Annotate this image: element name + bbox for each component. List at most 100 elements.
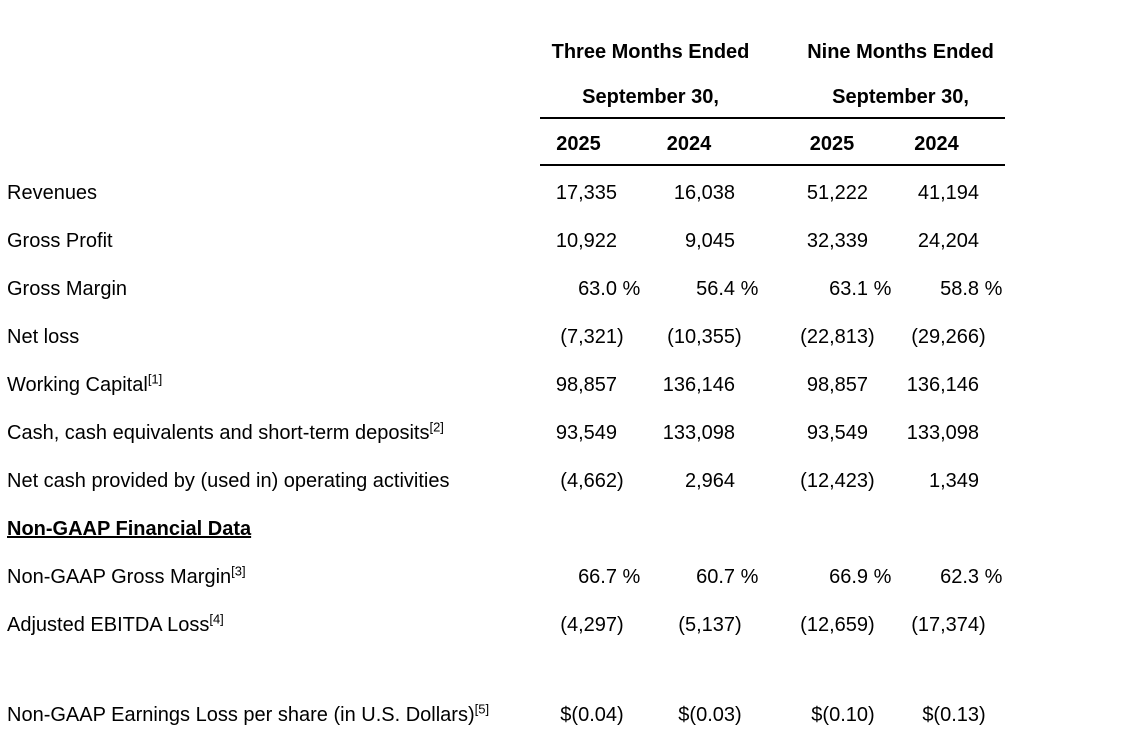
row-label: Cash, cash equivalents and short-term de… (7, 419, 444, 444)
header-year-row: 2025 2024 2025 2024 (0, 118, 1006, 166)
footnote-marker: [5] (474, 701, 490, 717)
column-gap (761, 549, 796, 597)
row-label: Gross Profit (7, 230, 113, 252)
value-cell: (4,297) (560, 614, 624, 636)
row-label: Adjusted EBITDA Loss[4] (7, 611, 224, 636)
value-cell: 60.7 % (696, 566, 759, 588)
row-label: Working Capital[1] (7, 371, 163, 396)
header-label-spacer (0, 72, 540, 118)
header-label-spacer (0, 20, 540, 72)
value-cell: 63.1 % (829, 278, 892, 300)
value-cell: $(0.10) (811, 704, 875, 726)
value-cell: (10,355) (667, 326, 742, 348)
table-row: Cash, cash equivalents and short-term de… (0, 405, 1005, 453)
year-header: 2024 (894, 118, 1006, 166)
value-cell (643, 501, 761, 549)
value-cell: 51,222 (806, 182, 869, 204)
column-gap (761, 453, 796, 501)
table-body: Revenues 17,335 16,038 51,222 41,194 Gross Pr… (0, 165, 1005, 735)
column-gap (761, 165, 796, 213)
column-gap (761, 118, 797, 166)
value-cell: (22,813) (800, 326, 875, 348)
value-cell: 136,146 (906, 374, 980, 396)
table-row: Gross Margin 63.0 % 56.4 % 63.1 % 58.8 % (0, 261, 1005, 309)
value-cell: (4,662) (560, 470, 624, 492)
value-cell: 98,857 (806, 374, 869, 396)
value-cell: 133,098 (662, 422, 736, 444)
value-cell: 41,194 (917, 182, 980, 204)
value-cell: (12,659) (800, 614, 875, 636)
value-cell: $(0.03) (678, 704, 742, 726)
value-cell: 16,038 (673, 182, 736, 204)
value-cell: (7,321) (560, 326, 624, 348)
value-cell (796, 501, 894, 549)
table-row: Working Capital[1] 98,857 136,146 98,857 136… (0, 357, 1005, 405)
column-gap (761, 357, 796, 405)
value-cell: 1,349 (928, 470, 980, 492)
value-cell: $(0.04) (560, 704, 624, 726)
value-cell: 56.4 % (696, 278, 759, 300)
table-row: Net loss (7,321) (10,355) (22,813) (29,266) (0, 309, 1005, 357)
financial-summary-table: Three Months Ended Nine Months Ended Sep… (0, 20, 1006, 735)
value-cell: 133,098 (906, 422, 980, 444)
column-gap (761, 597, 796, 645)
date-header-three-months: September 30, (540, 72, 762, 119)
column-gap (761, 213, 796, 261)
value-cell: 63.0 % (578, 278, 641, 300)
value-cell: (17,374) (911, 614, 986, 636)
header-date-row: September 30, September 30, (0, 72, 1006, 119)
value-cell: 98,857 (555, 374, 617, 396)
value-cell: 136,146 (662, 374, 736, 396)
value-cell: 10,922 (555, 230, 617, 252)
column-gap (761, 72, 797, 119)
table-row: Non-GAAP Earnings Loss per share (in U.S… (0, 687, 1005, 735)
value-cell: (12,423) (800, 470, 875, 492)
spacer-cell (0, 645, 1005, 687)
table-row: Gross Profit 10,922 9,045 32,339 24,204 (0, 213, 1005, 261)
value-cell: 62.3 % (940, 566, 1003, 588)
column-gap (761, 501, 796, 549)
header-period-row: Three Months Ended Nine Months Ended (0, 20, 1005, 72)
table-row: Non-GAAP Gross Margin[3] 66.7 % 60.7 % 66.9… (0, 549, 1005, 597)
row-label: Revenues (7, 182, 98, 204)
value-cell: 9,045 (684, 230, 736, 252)
row-label: Net cash provided by (used in) operating… (7, 470, 450, 492)
row-label: Gross Margin (7, 278, 128, 300)
value-cell: 66.7 % (578, 566, 641, 588)
period-header-three-months: Three Months Ended (551, 41, 750, 63)
column-gap (761, 687, 796, 735)
year-header: 2024 (643, 118, 762, 166)
section-row: Non-GAAP Financial Data (0, 501, 1005, 549)
row-label: Non-GAAP Gross Margin[3] (7, 563, 246, 588)
column-gap (761, 261, 796, 309)
value-cell: (29,266) (911, 326, 986, 348)
footnote-marker: [4] (209, 611, 224, 627)
value-cell: 66.9 % (829, 566, 892, 588)
date-header-nine-months: September 30, (796, 72, 1006, 119)
column-gap (761, 20, 796, 72)
value-cell: 17,335 (555, 182, 617, 204)
year-header: 2025 (796, 118, 895, 166)
value-cell (540, 501, 643, 549)
spacer-row (0, 645, 1005, 687)
value-cell: (5,137) (678, 614, 742, 636)
table-row: Net cash provided by (used in) operating… (0, 453, 1005, 501)
footnote-marker: [3] (231, 563, 246, 579)
table-header: Three Months Ended Nine Months Ended Sep… (0, 20, 1006, 166)
header-label-spacer (0, 118, 540, 165)
value-cell: 32,339 (806, 230, 869, 252)
row-label: Non-GAAP Earnings Loss per share (in U.S… (7, 701, 490, 726)
value-cell: 93,549 (806, 422, 869, 444)
column-gap (761, 405, 796, 453)
table-row: Adjusted EBITDA Loss[4] (4,297) (5,137) (12… (0, 597, 1005, 645)
value-cell: 24,204 (917, 230, 980, 252)
column-gap (761, 309, 796, 357)
year-header: 2025 (540, 118, 643, 166)
value-cell: 2,964 (684, 470, 736, 492)
value-cell: 93,549 (555, 422, 617, 444)
period-header-nine-months: Nine Months Ended (807, 41, 994, 63)
footnote-marker: [2] (429, 419, 444, 435)
value-cell (894, 501, 1005, 549)
table-row: Revenues 17,335 16,038 51,222 41,194 (0, 165, 1005, 213)
row-label: Net loss (7, 326, 80, 348)
